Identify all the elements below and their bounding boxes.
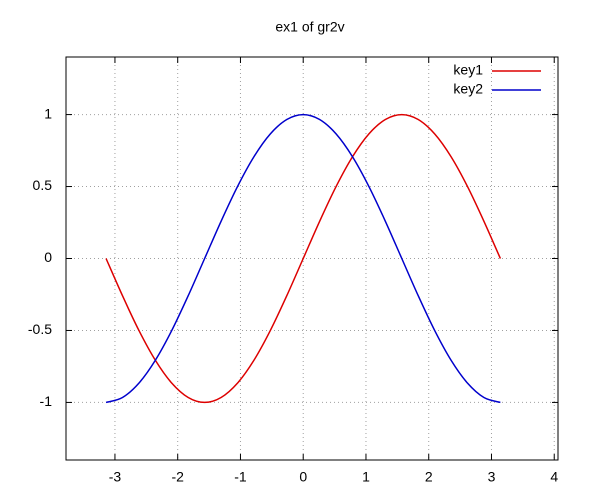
x-tick-label: -3 xyxy=(109,469,122,485)
y-tick-label: 0 xyxy=(44,249,52,265)
y-tick-label: 0.5 xyxy=(33,177,53,193)
y-tick-label: -1 xyxy=(40,393,53,409)
x-tick-label: 4 xyxy=(550,469,558,485)
line-series xyxy=(105,113,502,404)
x-tick-label: 3 xyxy=(488,469,496,485)
x-tick-label: 1 xyxy=(362,469,370,485)
x-tick-label: -1 xyxy=(234,469,247,485)
y-tick-label: -0.5 xyxy=(28,321,52,337)
x-tick-label: -2 xyxy=(171,469,184,485)
line-series xyxy=(105,113,501,404)
plot-border xyxy=(65,56,559,461)
legend-label: key2 xyxy=(453,81,483,97)
chart-title: ex1 of gr2v xyxy=(275,19,344,35)
y-tick-label: 1 xyxy=(44,105,52,121)
x-tick-label: 0 xyxy=(299,469,307,485)
x-tick-label: 2 xyxy=(425,469,433,485)
legend-label: key1 xyxy=(453,62,483,78)
